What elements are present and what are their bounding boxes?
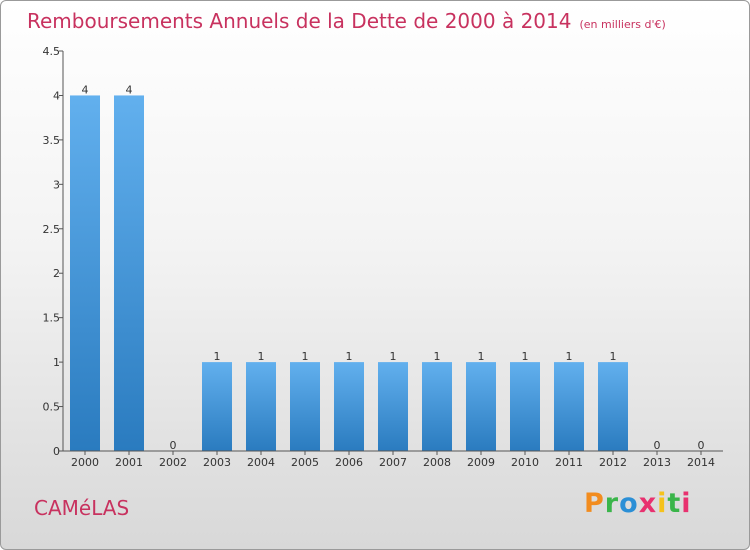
x-tick-label: 2000 xyxy=(71,456,99,469)
logo-letter: x xyxy=(638,488,658,519)
bar-value-label: 1 xyxy=(610,350,617,363)
x-tick-label: 2009 xyxy=(467,456,495,469)
y-tick-label: 3.5 xyxy=(43,134,61,147)
x-tick-label: 2010 xyxy=(511,456,539,469)
bar xyxy=(114,95,144,451)
bar-value-label: 1 xyxy=(214,350,221,363)
bar-value-label: 1 xyxy=(478,350,485,363)
x-tick-label: 2002 xyxy=(159,456,187,469)
bar xyxy=(378,362,408,451)
bar-value-label: 4 xyxy=(126,83,133,96)
bar xyxy=(334,362,364,451)
x-tick-label: 2012 xyxy=(599,456,627,469)
logo-letter: r xyxy=(604,488,620,519)
bar-value-label: 0 xyxy=(654,439,661,452)
bar xyxy=(466,362,496,451)
chart-title-unit: (en milliers d'€) xyxy=(579,18,666,31)
x-tick-label: 2014 xyxy=(687,456,715,469)
bar-value-label: 1 xyxy=(390,350,397,363)
commune-name: CAMéLAS xyxy=(34,496,130,520)
bar xyxy=(598,362,628,451)
bar xyxy=(70,95,100,451)
chart-title: Remboursements Annuels de la Dette de 20… xyxy=(27,9,666,33)
chart-title-main: Remboursements Annuels de la Dette de 20… xyxy=(27,9,572,33)
bar-value-label: 0 xyxy=(170,439,177,452)
bar-value-label: 1 xyxy=(346,350,353,363)
y-tick-label: 2.5 xyxy=(43,223,61,236)
y-tick-label: 1 xyxy=(53,356,60,369)
x-tick-label: 2006 xyxy=(335,456,363,469)
bar-value-label: 0 xyxy=(698,439,705,452)
logo-letter: i xyxy=(657,488,668,519)
bar-value-label: 4 xyxy=(82,83,89,96)
bar-value-label: 1 xyxy=(258,350,265,363)
logo-letter: i xyxy=(681,488,692,519)
bar xyxy=(554,362,584,451)
x-tick-label: 2003 xyxy=(203,456,231,469)
x-tick-label: 2004 xyxy=(247,456,275,469)
y-tick-label: 0 xyxy=(53,445,60,458)
bar xyxy=(202,362,232,451)
y-tick-label: 2 xyxy=(53,267,60,280)
logo-letter: P xyxy=(584,488,605,519)
y-tick-label: 1.5 xyxy=(43,312,61,325)
bar-value-label: 1 xyxy=(566,350,573,363)
x-tick-label: 2001 xyxy=(115,456,143,469)
bar xyxy=(246,362,276,451)
y-tick-label: 4 xyxy=(53,89,60,102)
x-tick-label: 2007 xyxy=(379,456,407,469)
bar xyxy=(422,362,452,451)
x-tick-label: 2005 xyxy=(291,456,319,469)
proxiti-logo: Proxiti xyxy=(584,488,692,519)
bar xyxy=(510,362,540,451)
x-tick-label: 2008 xyxy=(423,456,451,469)
x-tick-label: 2013 xyxy=(643,456,671,469)
x-tick-label: 2011 xyxy=(555,456,583,469)
y-tick-label: 3 xyxy=(53,178,60,191)
logo-letter: t xyxy=(667,488,682,519)
bar xyxy=(290,362,320,451)
bar-value-label: 1 xyxy=(302,350,309,363)
logo-letter: o xyxy=(619,488,639,519)
bar-value-label: 1 xyxy=(434,350,441,363)
y-tick-label: 0.5 xyxy=(43,401,61,414)
y-tick-label: 4.5 xyxy=(43,45,61,58)
bar-value-label: 1 xyxy=(522,350,529,363)
